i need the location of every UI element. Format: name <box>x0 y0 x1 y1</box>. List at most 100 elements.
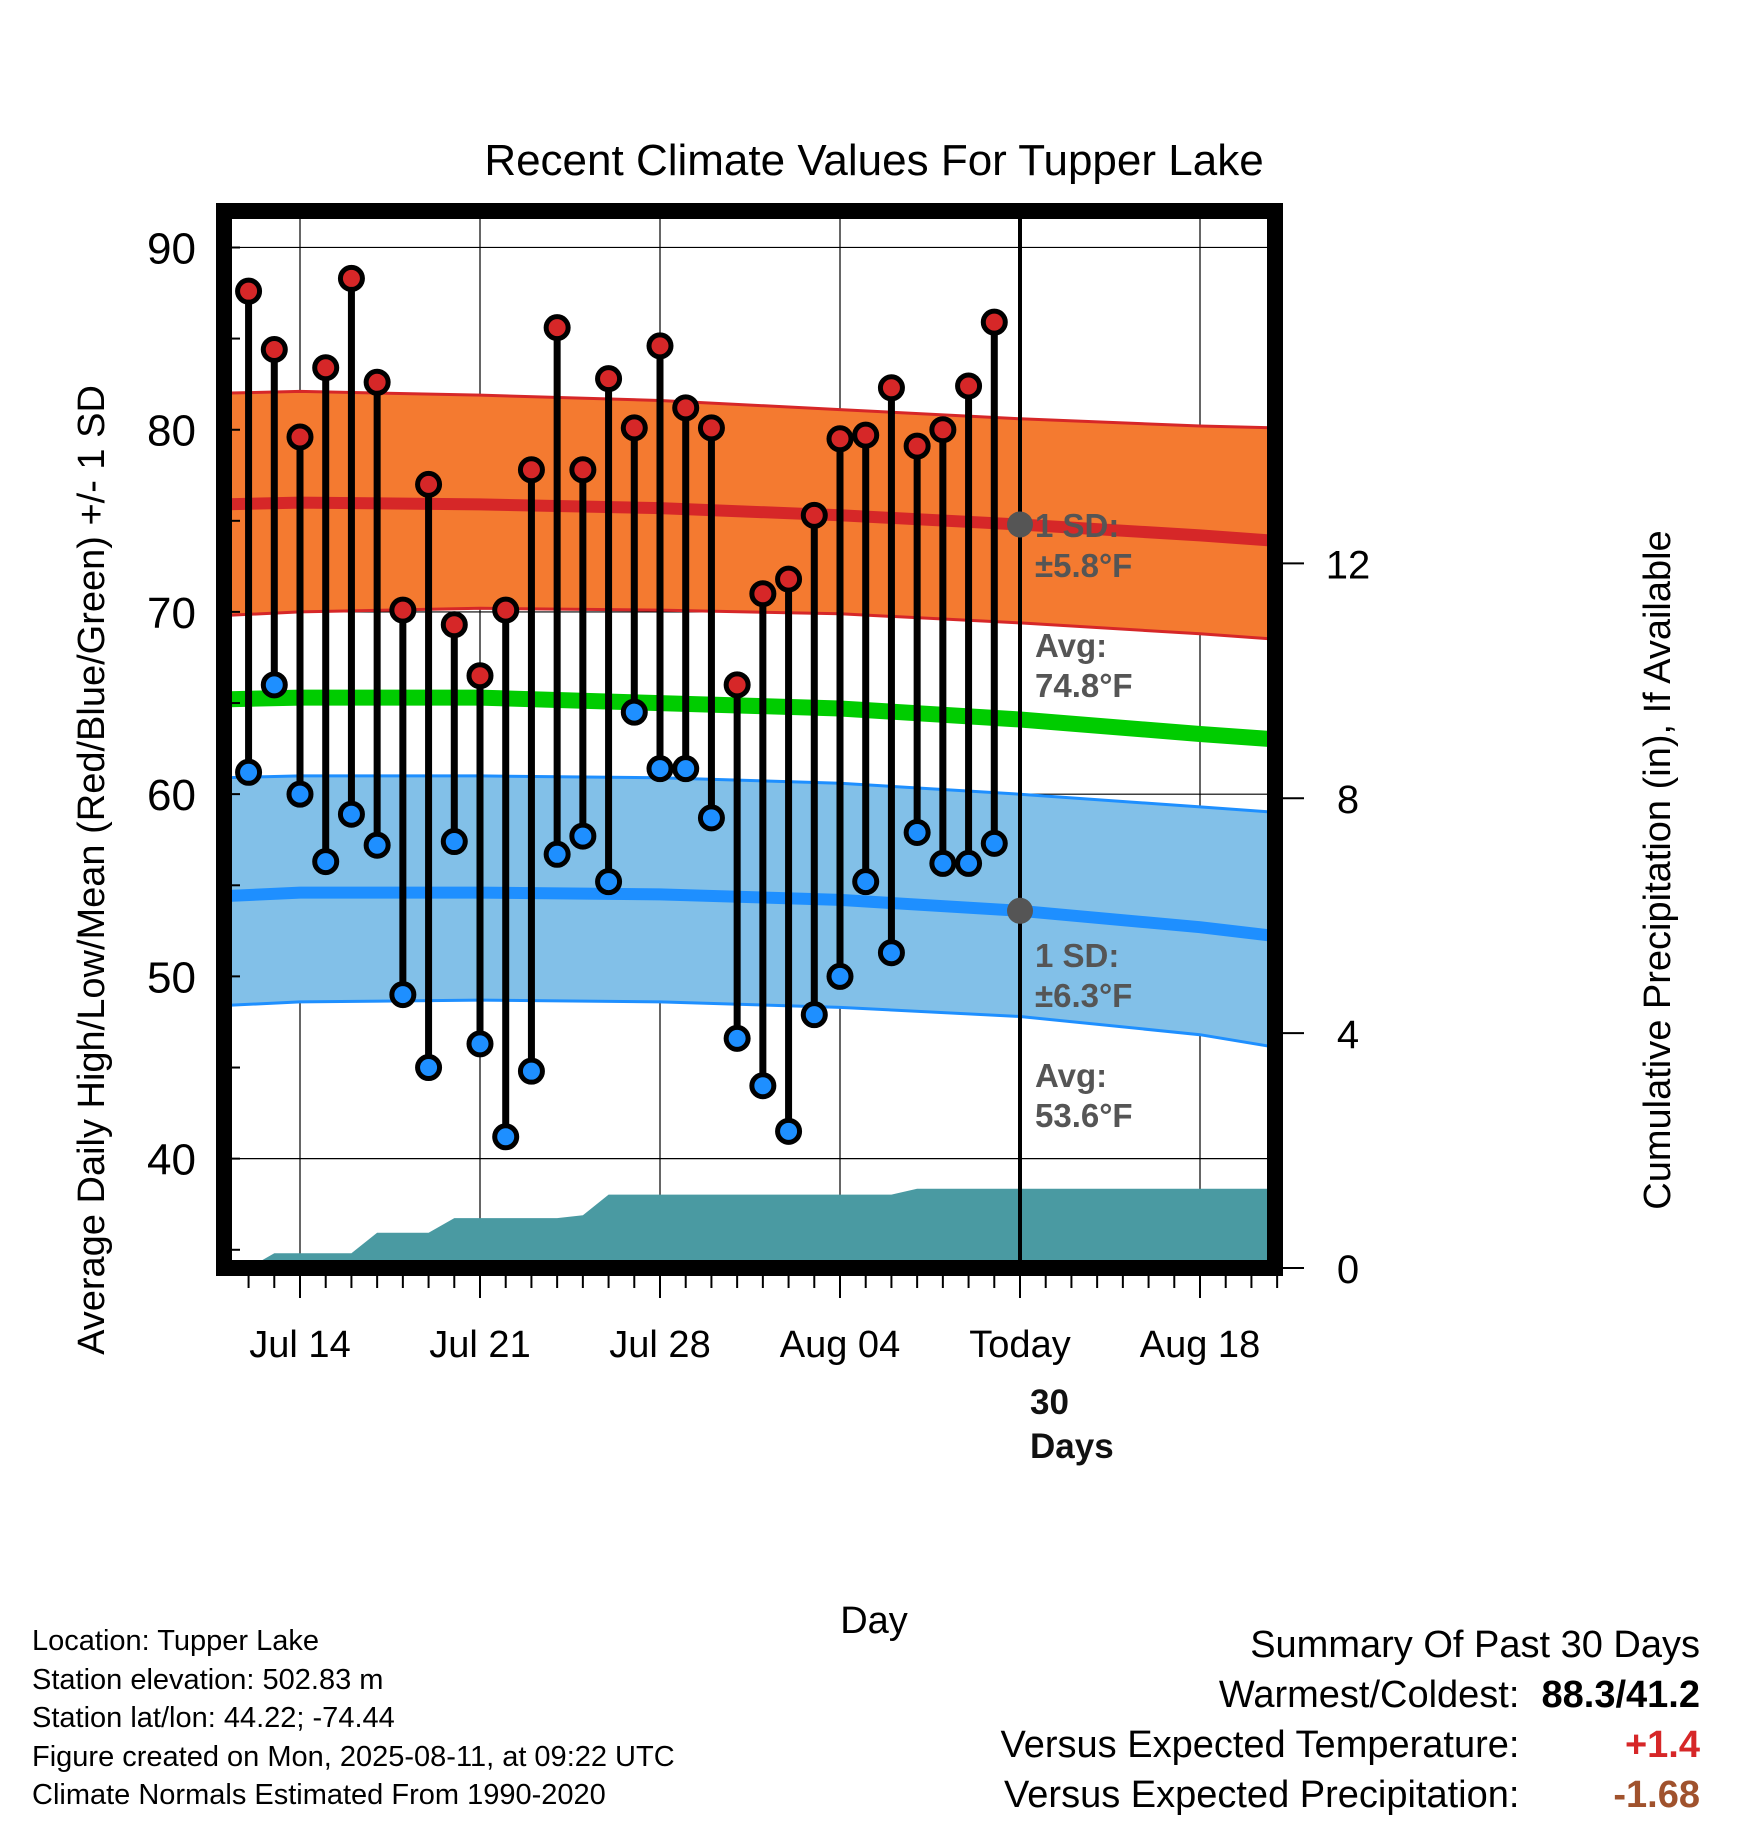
daily-high-point <box>543 314 571 342</box>
y-tick-label: 90 <box>147 224 196 273</box>
low-upper-edge <box>224 774 1275 814</box>
daily-low-point <box>466 1030 494 1058</box>
y2-tick-label: 8 <box>1337 778 1359 822</box>
daily-low-point <box>569 822 597 850</box>
daily-high-point <box>440 611 468 639</box>
daily-low-point <box>672 755 700 783</box>
summary-warm-cold: Warmest/Coldest: 88.3/41.2 <box>1001 1670 1700 1720</box>
created-text: Figure created on Mon, 2025-08-11, at 09… <box>32 1740 675 1773</box>
daily-high-point <box>903 432 931 460</box>
warm-cold-value: 88.3/41.2 <box>1541 1674 1700 1716</box>
y2-tick-label: 12 <box>1326 543 1371 587</box>
y-tick-label: 80 <box>147 407 196 456</box>
daily-high-point <box>697 414 725 442</box>
daily-low-point <box>312 848 340 876</box>
daily-high-point <box>569 456 597 484</box>
daily-low-point <box>723 1024 751 1052</box>
temp-label: Versus Expected Temperature: <box>1000 1724 1520 1766</box>
low-avg-annotation: 53.6°F <box>1035 1097 1133 1134</box>
y-tick-label: 60 <box>147 771 196 820</box>
precip-area <box>224 1188 1275 1268</box>
precip-value: -1.68 <box>1613 1774 1700 1816</box>
low-avg-annotation: Avg: <box>1035 1057 1107 1094</box>
precip-days-annotation: 30 <box>1030 1383 1069 1422</box>
daily-low-point <box>903 818 931 846</box>
daily-high-point <box>260 336 288 364</box>
daily-low-point <box>852 868 880 896</box>
daily-high-point <box>415 470 443 498</box>
daily-low-point <box>929 849 957 877</box>
x-tick-label: Aug 18 <box>1140 1324 1260 1366</box>
low-avg-line <box>224 886 1275 943</box>
chart-title: Recent Climate Values For Tupper Lake <box>484 136 1263 185</box>
low-sd-annotation: ±6.3°F <box>1035 977 1132 1014</box>
today-low-avg-marker <box>1007 897 1033 924</box>
daily-low-point <box>620 698 648 726</box>
high-upper-edge <box>224 389 1275 430</box>
summary-temp: Versus Expected Temperature: +1.4 <box>1001 1720 1700 1770</box>
summary-panel: Summary Of Past 30 Days Warmest/Coldest:… <box>1001 1620 1700 1820</box>
daily-high-point <box>466 662 494 690</box>
high-sd-annotation: ±5.8°F <box>1035 547 1132 584</box>
high-avg-line <box>224 496 1275 547</box>
y-tick-label: 70 <box>147 589 196 638</box>
y2-tick-label: 0 <box>1337 1248 1359 1292</box>
daily-low-point <box>877 939 905 967</box>
low-sd-annotation: 1 SD: <box>1035 937 1119 974</box>
daily-low-point <box>543 840 571 868</box>
daily-high-point <box>337 264 365 292</box>
daily-low-point <box>697 804 725 832</box>
elevation-text: Station elevation: 502.83 m <box>32 1663 384 1696</box>
daily-high-point <box>800 501 828 529</box>
station-info: Location: Tupper Lake Station elevation:… <box>32 1622 675 1815</box>
normals-text: Climate Normals Estimated From 1990-2020 <box>32 1779 606 1811</box>
daily-low-point <box>492 1123 520 1151</box>
x-tick-label: Jul 14 <box>249 1324 350 1366</box>
x-tick-label: Jul 28 <box>609 1324 710 1366</box>
daily-high-point <box>235 277 263 305</box>
daily-low-point <box>260 671 288 699</box>
daily-low-point <box>749 1072 777 1100</box>
temp-value: +1.4 <box>1624 1724 1700 1766</box>
daily-low-point <box>235 758 263 786</box>
location-text: Location: Tupper Lake <box>32 1625 319 1657</box>
today-high-avg-marker <box>1007 511 1033 538</box>
high-avg-annotation: 74.8°F <box>1035 667 1133 704</box>
clipped-layer <box>224 389 1275 1268</box>
daily-high-point <box>749 580 777 608</box>
precip-label: Versus Expected Precipitation: <box>1004 1774 1520 1816</box>
daily-high-point <box>980 308 1008 336</box>
x-tick-label: Aug 04 <box>780 1324 900 1366</box>
daily-low-point <box>826 962 854 990</box>
daily-high-point <box>286 423 314 451</box>
daily-high-point <box>389 596 417 624</box>
high-lower-edge <box>224 606 1275 641</box>
daily-high-point <box>620 414 648 442</box>
daily-low-point <box>286 780 314 808</box>
x-tick-label: Today <box>969 1324 1070 1366</box>
high-avg-annotation: Avg: <box>1035 627 1107 664</box>
mean-avg-line <box>224 689 1275 748</box>
daily-low-point <box>389 981 417 1009</box>
daily-high-point <box>517 456 545 484</box>
daily-high-point <box>955 372 983 400</box>
daily-high-point <box>775 565 803 593</box>
daily-low-point <box>955 849 983 877</box>
summary-precip: Versus Expected Precipitation: -1.68 <box>1001 1770 1700 1820</box>
daily-high-point <box>595 365 623 393</box>
low-lower-edge <box>224 998 1275 1049</box>
daily-low-point <box>800 1001 828 1029</box>
high-sd-annotation: 1 SD: <box>1035 507 1119 544</box>
y-tick-label: 40 <box>147 1136 196 1185</box>
warm-cold-label: Warmest/Coldest: <box>1218 1674 1520 1716</box>
y-tick-label: 50 <box>147 953 196 1002</box>
low-sd-band <box>224 775 1275 1048</box>
daily-high-point <box>363 368 391 396</box>
daily-high-point <box>312 354 340 382</box>
daily-low-point <box>595 868 623 896</box>
daily-low-point <box>775 1117 803 1145</box>
y2-axis-label: Cumulative Precipitation (in), If Availa… <box>1637 530 1679 1209</box>
summary-title: Summary Of Past 30 Days <box>1250 1624 1700 1666</box>
daily-high-point <box>646 332 674 360</box>
